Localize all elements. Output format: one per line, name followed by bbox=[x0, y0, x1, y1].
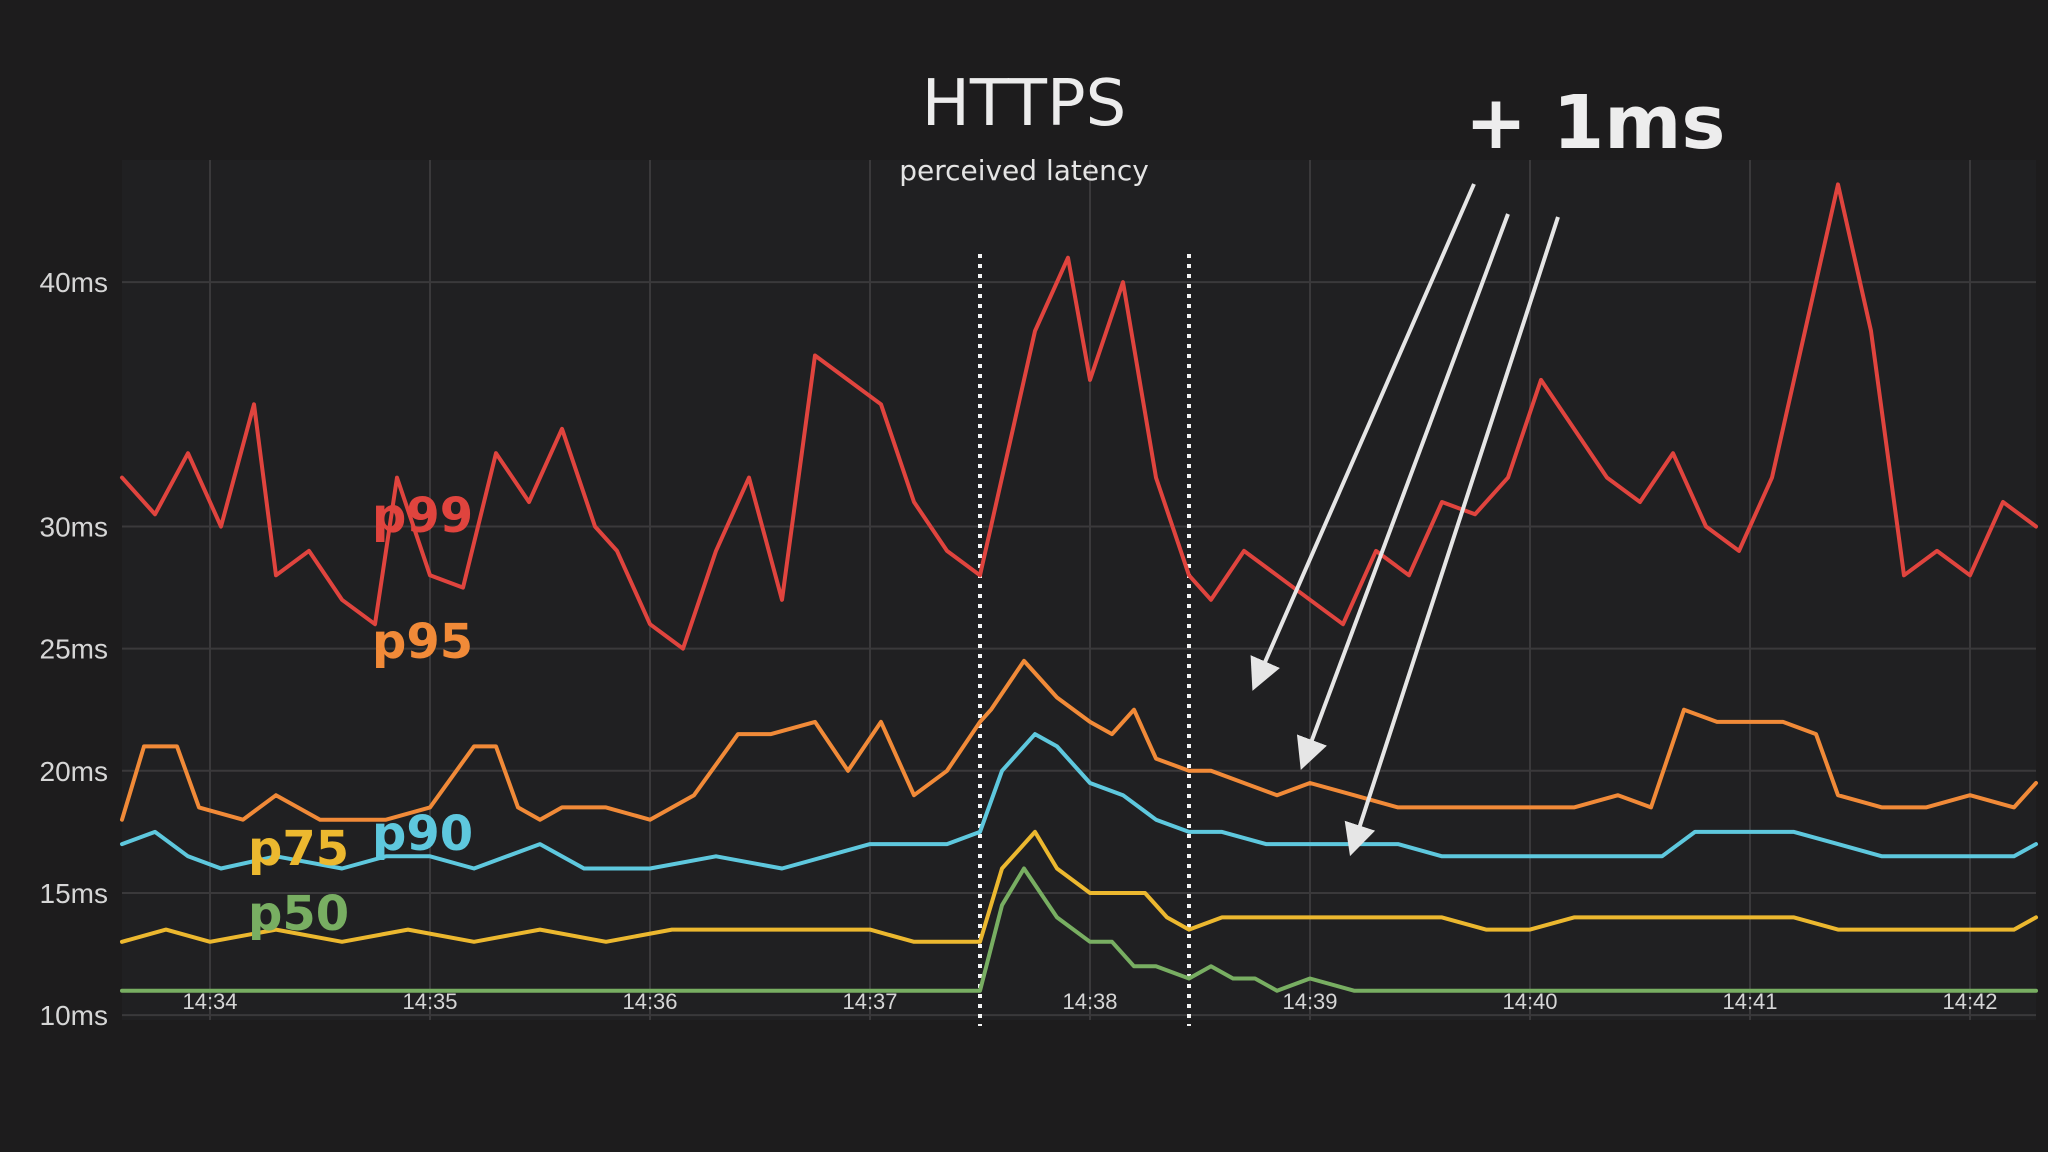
y-tick-label: 40ms bbox=[40, 267, 108, 298]
x-tick-label: 14:42 bbox=[1942, 989, 1997, 1014]
x-tick-label: 14:36 bbox=[622, 989, 677, 1014]
plot-area bbox=[122, 160, 2036, 1020]
x-tick-label: 14:40 bbox=[1502, 989, 1557, 1014]
series-p50-line bbox=[120, 866, 2038, 993]
x-tick-label: 14:38 bbox=[1062, 989, 1117, 1014]
y-tick-label: 15ms bbox=[40, 878, 108, 909]
y-tick-label: 25ms bbox=[40, 634, 108, 665]
x-tick-label: 14:41 bbox=[1722, 989, 1777, 1014]
series-label-p90: p90 bbox=[372, 806, 473, 862]
series-p99-line bbox=[120, 182, 2038, 651]
series-label-p95: p95 bbox=[372, 614, 473, 670]
series-label-p75: p75 bbox=[248, 821, 349, 877]
grid bbox=[122, 160, 2036, 1020]
annotation-arrow-3 bbox=[1344, 216, 1560, 857]
chart-title: HTTPS bbox=[922, 67, 1126, 141]
series-lines bbox=[120, 182, 2038, 993]
delta-annotation: + 1ms bbox=[1465, 80, 1725, 166]
series-p95-line bbox=[120, 658, 2038, 822]
series-labels: p99 p95 p90 p75 p50 bbox=[248, 488, 473, 942]
x-tick-label: 14:39 bbox=[1282, 989, 1337, 1014]
highlight-window bbox=[978, 254, 1191, 1026]
x-tick-label: 14:34 bbox=[182, 989, 237, 1014]
annotation-arrow-2 bbox=[1296, 213, 1510, 770]
y-axis-ticks: 10ms 15ms 20ms 25ms 30ms 40ms bbox=[40, 267, 108, 1031]
x-tick-label: 14:37 bbox=[842, 989, 897, 1014]
series-p75-line bbox=[120, 829, 2038, 944]
y-tick-label: 30ms bbox=[40, 511, 108, 542]
x-axis-ticks: 14:34 14:35 14:36 14:37 14:38 14:39 14:40 14:41… bbox=[182, 989, 1997, 1014]
annotation: + 1ms bbox=[1250, 80, 1725, 857]
series-label-p99: p99 bbox=[372, 488, 473, 544]
series-label-p50: p50 bbox=[248, 886, 349, 942]
chart-subtitle: perceived latency bbox=[899, 154, 1149, 187]
x-tick-label: 14:35 bbox=[402, 989, 457, 1014]
annotation-arrow-1 bbox=[1250, 183, 1476, 691]
y-tick-label: 10ms bbox=[40, 1000, 108, 1031]
series-p90-line bbox=[120, 732, 2038, 871]
y-tick-label: 20ms bbox=[40, 756, 108, 787]
